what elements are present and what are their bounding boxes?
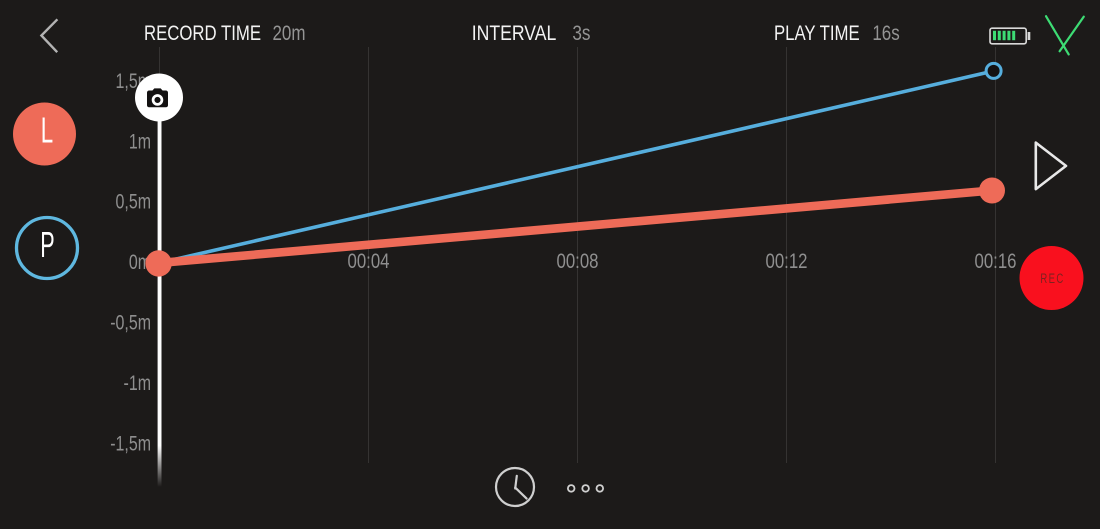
svg-text:INTERVAL: INTERVAL	[472, 22, 557, 46]
svg-text:P: P	[40, 225, 54, 265]
svg-text:-1,5m: -1,5m	[110, 431, 151, 455]
svg-text:PLAY TIME: PLAY TIME	[774, 22, 860, 45]
svg-text:0,5m: 0,5m	[116, 190, 151, 214]
svg-text:-0,5m: -0,5m	[110, 310, 151, 334]
svg-text:0m: 0m	[129, 250, 151, 274]
svg-text:16s: 16s	[872, 21, 899, 45]
svg-text:00:12: 00:12	[765, 250, 807, 273]
svg-text:00:16: 00:16	[974, 250, 1016, 273]
svg-text:3s: 3s	[572, 21, 590, 45]
svg-text:-1m: -1m	[124, 371, 151, 395]
svg-text:00:04: 00:04	[347, 250, 389, 273]
svg-text:00:08: 00:08	[556, 250, 598, 273]
svg-text:REC: REC	[1040, 270, 1064, 286]
svg-text:1m: 1m	[129, 129, 151, 153]
svg-text:20m: 20m	[272, 21, 305, 45]
svg-text:L: L	[41, 111, 53, 151]
svg-text:RECORD TIME: RECORD TIME	[144, 22, 261, 45]
